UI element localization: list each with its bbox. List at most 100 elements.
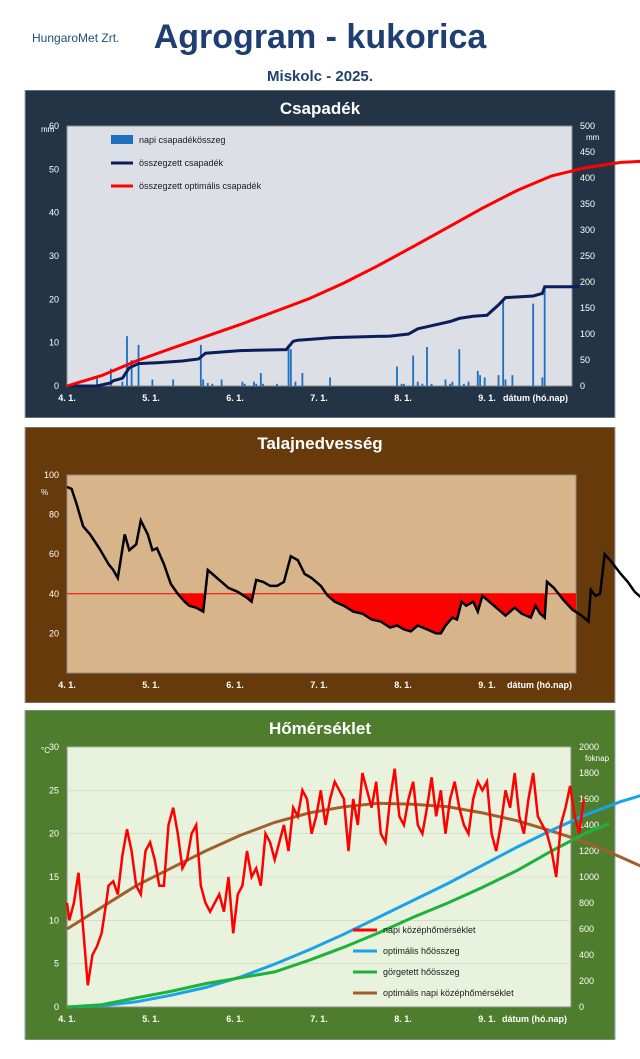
precip-bar xyxy=(467,381,470,386)
y-tick-label: 30 xyxy=(49,251,59,261)
precip-bar xyxy=(137,344,140,386)
x-tick-label: 4. 1. xyxy=(58,680,76,690)
x-tick-label: 7. 1. xyxy=(310,1014,328,1024)
y2-tick-label: 300 xyxy=(580,225,595,235)
x-tick-label: 6. 1. xyxy=(226,1014,244,1024)
y2-tick-label: 200 xyxy=(580,277,595,287)
legend-label: görgetett hőösszeg xyxy=(383,967,460,977)
legend-label: optimális napi középhőmérséklet xyxy=(383,988,514,998)
page-title: Agrogram - kukorica xyxy=(153,18,487,56)
precip-bar xyxy=(396,366,398,386)
y-tick-label: 10 xyxy=(49,338,59,348)
legend-label: optimális hőösszeg xyxy=(383,946,460,956)
y2-tick-label: 1600 xyxy=(579,794,599,804)
precip-bar xyxy=(206,382,209,386)
y-axis-label: % xyxy=(41,488,48,497)
y2-tick-label: 800 xyxy=(579,898,594,908)
y-tick-label: 10 xyxy=(49,915,59,925)
legend-label: összegzett optimális csapadék xyxy=(139,181,262,191)
y-tick-label: 30 xyxy=(49,742,59,752)
precip-bar xyxy=(543,288,546,386)
y2-tick-label: 1000 xyxy=(579,872,599,882)
precip-bar xyxy=(451,381,454,386)
precip-bar xyxy=(483,377,486,386)
precip-bar xyxy=(329,377,331,386)
y-tick-label: 20 xyxy=(49,829,59,839)
x-tick-label: 5. 1. xyxy=(142,680,160,690)
y2-tick-label: 250 xyxy=(580,251,595,261)
precip-bar xyxy=(211,383,214,386)
chart-title: Hőmérséklet xyxy=(269,719,371,738)
precip-bar xyxy=(430,383,433,386)
chart-title: Csapadék xyxy=(280,99,361,118)
x-tick-label: 4. 1. xyxy=(58,1014,76,1024)
precip-bar xyxy=(511,375,514,386)
x-tick-label: 6. 1. xyxy=(226,393,244,403)
y2-tick-label: 600 xyxy=(579,924,594,934)
precip-bar xyxy=(541,377,544,386)
logo: HungaroMet Zrt. xyxy=(32,31,119,45)
y-tick-label: 20 xyxy=(49,628,59,638)
precip-bar xyxy=(301,373,304,386)
y2-tick-label: 400 xyxy=(580,173,595,183)
precip-bar xyxy=(202,379,205,386)
x-tick-label: 9. 1. xyxy=(478,393,496,403)
precip-bar xyxy=(220,379,223,386)
precip-bar xyxy=(294,381,297,386)
y2-tick-label: 200 xyxy=(579,976,594,986)
precip-bar xyxy=(416,381,419,386)
chart-title: Talajnedvesség xyxy=(257,434,382,453)
legend-swatch xyxy=(111,135,133,144)
precipitation-chart: Csapadék0102030405060mm05010015020025030… xyxy=(24,90,640,418)
precip-bar xyxy=(502,299,505,386)
temperature-chart: Hőmérséklet 0 5 10 15 20 25 30°C 0 200 400 600 800 10… xyxy=(24,710,640,1040)
precip-bar xyxy=(403,383,405,386)
precip-bar xyxy=(400,383,403,386)
precip-bar xyxy=(121,381,124,386)
y2-tick-label: 350 xyxy=(580,199,595,209)
precip-bar xyxy=(532,303,535,386)
y2-axis-label: foknap xyxy=(585,754,610,763)
legend-label: összegzett csapadék xyxy=(139,158,224,168)
precip-bar xyxy=(449,383,451,386)
precip-bar xyxy=(426,347,428,386)
y-tick-label: 25 xyxy=(49,785,59,795)
page-subtitle: Miskolc - 2025. xyxy=(267,68,373,85)
y2-tick-label: 2000 xyxy=(579,742,599,752)
series-line xyxy=(66,822,610,1009)
y-axis-label: mm xyxy=(41,125,55,134)
legend-label: napi csapadékösszeg xyxy=(139,135,226,145)
precip-bar xyxy=(130,360,133,386)
precip-bar xyxy=(444,379,447,386)
y2-tick-label: 450 xyxy=(580,147,595,157)
y2-tick-label: 100 xyxy=(580,329,595,339)
y-tick-label: 40 xyxy=(49,589,59,599)
y-tick-label: 50 xyxy=(49,164,59,174)
x-tick-label: 8. 1. xyxy=(394,1014,412,1024)
precip-bar xyxy=(479,375,481,386)
precip-bar xyxy=(289,349,292,386)
x-tick-label: 5. 1. xyxy=(142,393,160,403)
precip-bar xyxy=(262,383,265,386)
y-tick-label: 0 xyxy=(54,381,59,391)
precip-bar xyxy=(126,336,128,386)
y-tick-label: 5 xyxy=(54,959,59,969)
precip-bar xyxy=(463,383,465,386)
deficit-area xyxy=(177,593,576,634)
precip-bar xyxy=(412,355,415,386)
precip-bar xyxy=(276,383,278,386)
y2-tick-label: 500 xyxy=(580,121,595,131)
precip-bar xyxy=(259,373,262,386)
precip-bar xyxy=(199,344,202,386)
y-axis-label: °C xyxy=(41,746,50,755)
precip-bar xyxy=(172,379,175,386)
y-tick-label: 100 xyxy=(44,470,59,480)
x-tick-label: 4. 1. xyxy=(58,393,76,403)
y2-tick-label: 1800 xyxy=(579,768,599,778)
x-tick-label: 8. 1. xyxy=(394,680,412,690)
y-tick-label: 40 xyxy=(49,208,59,218)
x-tick-label: 8. 1. xyxy=(394,393,412,403)
y-tick-label: 80 xyxy=(49,510,59,520)
precip-bar xyxy=(287,344,290,386)
series-line xyxy=(66,159,640,388)
